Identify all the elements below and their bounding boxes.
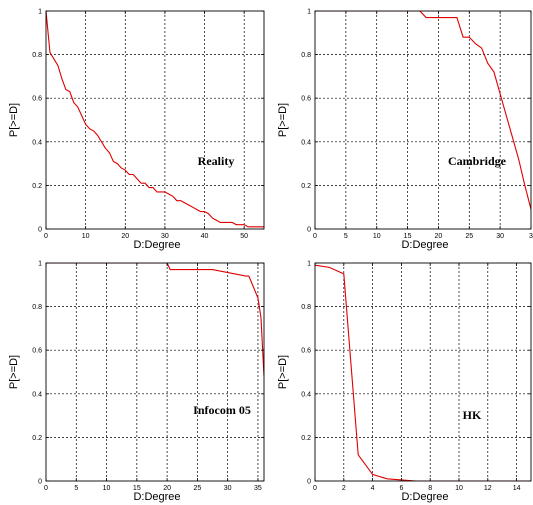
plot-frame bbox=[45, 10, 265, 230]
x-tick-label: 4 bbox=[371, 485, 375, 492]
y-axis-label: P[>=D] bbox=[8, 355, 20, 389]
x-tick-label: 6 bbox=[399, 485, 403, 492]
y-tick-label: 0.4 bbox=[301, 391, 311, 398]
x-tick-label: 50 bbox=[240, 233, 248, 240]
y-tick-label: 0 bbox=[38, 479, 42, 486]
plot-frame bbox=[314, 10, 532, 230]
x-tick-label: 5 bbox=[74, 485, 78, 492]
x-tick-label: 12 bbox=[484, 485, 492, 492]
dataset-annotation: Infocom 05 bbox=[193, 403, 251, 417]
x-tick-label: 8 bbox=[428, 485, 432, 492]
series-line bbox=[315, 264, 531, 481]
x-tick-label: 30 bbox=[224, 485, 232, 492]
x-tick-label: 15 bbox=[404, 233, 412, 240]
y-tick-label: 0.8 bbox=[301, 304, 311, 311]
x-tick-label: 14 bbox=[513, 485, 521, 492]
panel-4: 0 2 4 6 8 10 12 14 0 0.2 0.4 0.6 0.8 1 D:Degree P[>=D] H… bbox=[277, 261, 532, 503]
x-tick-label: 30 bbox=[161, 233, 169, 240]
x-tick-label: 20 bbox=[121, 233, 129, 240]
x-tick-label: 30 bbox=[496, 233, 504, 240]
y-axis-label: P[>=D] bbox=[277, 355, 289, 389]
y-tick-label: 0.8 bbox=[32, 304, 42, 311]
x-tick-label: 15 bbox=[133, 485, 141, 492]
x-tick-label: 3 bbox=[529, 233, 533, 240]
y-tick-label: 0.6 bbox=[32, 348, 42, 355]
x-tick-label: 25 bbox=[465, 233, 473, 240]
y-tick-label: 1 bbox=[307, 261, 311, 268]
x-tick-label: 0 bbox=[313, 233, 317, 240]
y-tick-label: 0.4 bbox=[32, 391, 42, 398]
y-tick-label: 0.4 bbox=[301, 139, 311, 146]
y-tick-label: 0 bbox=[307, 227, 311, 234]
x-tick-label: 2 bbox=[342, 485, 346, 492]
y-axis-label: P[>=D] bbox=[8, 103, 20, 137]
series-line bbox=[46, 263, 264, 377]
y-tick-label: 0.6 bbox=[32, 96, 42, 103]
x-tick-label: 10 bbox=[82, 233, 90, 240]
x-tick-label: 10 bbox=[373, 233, 381, 240]
x-tick-label: 25 bbox=[193, 485, 201, 492]
y-tick-label: 1 bbox=[38, 9, 42, 16]
x-tick-label: 20 bbox=[163, 485, 171, 492]
y-tick-label: 0.2 bbox=[32, 183, 42, 190]
x-axis-label: D:Degree bbox=[133, 239, 180, 251]
y-tick-label: 0.4 bbox=[32, 139, 42, 146]
y-tick-label: 0.2 bbox=[301, 183, 311, 190]
y-tick-label: 1 bbox=[307, 9, 311, 16]
y-axis-label: P[>=D] bbox=[277, 103, 289, 137]
plot-frame bbox=[314, 262, 532, 482]
dataset-annotation: Reality bbox=[198, 154, 235, 168]
y-tick-label: 0 bbox=[307, 479, 311, 486]
panel-3: 0 5 10 15 20 25 30 35 0 0.2 0.4 0.6 0.8 1 D:Degree P[>=… bbox=[8, 261, 265, 503]
series-line bbox=[46, 11, 264, 228]
dataset-annotation: Cambridge bbox=[448, 154, 507, 168]
y-tick-label: 0.8 bbox=[301, 52, 311, 59]
x-tick-label: 0 bbox=[313, 485, 317, 492]
panel-2: 0 5 10 15 20 25 30 300.20.40.60.81D:DegreeP[>=D… bbox=[277, 9, 533, 252]
y-tick-label: 0.6 bbox=[301, 96, 311, 103]
y-tick-label: 0.2 bbox=[301, 435, 311, 442]
series-line bbox=[315, 11, 531, 210]
plot-frame bbox=[45, 262, 265, 482]
y-tick-label: 0.8 bbox=[32, 52, 42, 59]
y-tick-label: 0 bbox=[38, 227, 42, 234]
x-tick-label: 0 bbox=[44, 233, 48, 240]
x-axis-label: D:Degree bbox=[401, 239, 448, 251]
y-tick-label: 1 bbox=[38, 261, 42, 268]
dataset-annotation: HK bbox=[463, 408, 482, 422]
y-tick-label: 0.6 bbox=[301, 348, 311, 355]
x-tick-label: 10 bbox=[455, 485, 463, 492]
x-tick-label: 5 bbox=[344, 233, 348, 240]
x-axis-label: D:Degree bbox=[401, 491, 448, 503]
y-tick-label: 0.2 bbox=[32, 435, 42, 442]
x-tick-label: 0 bbox=[44, 485, 48, 492]
x-tick-label: 20 bbox=[435, 233, 443, 240]
x-tick-label: 40 bbox=[201, 233, 209, 240]
x-axis-label: D:Degree bbox=[133, 491, 180, 503]
x-tick-label: 10 bbox=[103, 485, 111, 492]
panel-1: 0 10 20 30 40 50 0 0.2 0.4 0.6 0.8 1 D:Degree P[>=D] R… bbox=[8, 9, 265, 251]
x-tick-label: 35 bbox=[254, 485, 262, 492]
